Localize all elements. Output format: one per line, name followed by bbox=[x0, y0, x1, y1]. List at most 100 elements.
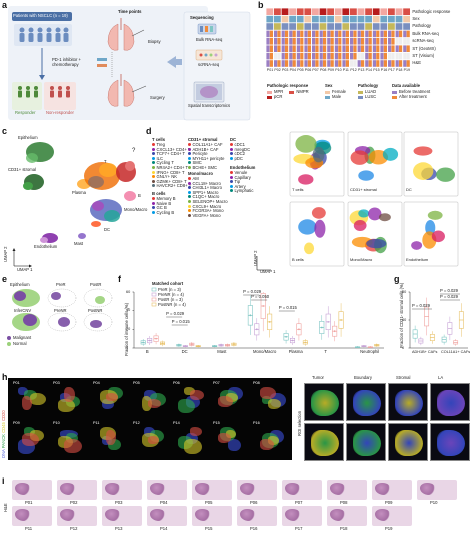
if-tile-label: P01 bbox=[13, 381, 20, 385]
he-tile-label: P12 bbox=[70, 526, 78, 531]
cluster-swatch bbox=[188, 200, 191, 203]
heatmap-col-label: P16 bbox=[380, 68, 388, 73]
he-tile-label: P11 bbox=[25, 526, 33, 531]
heatmap-cell bbox=[368, 52, 372, 60]
heatmap-cell bbox=[274, 23, 281, 30]
d-list-item: NR4A2+ CD4+ T bbox=[152, 165, 188, 171]
f-point bbox=[184, 345, 187, 348]
g-pvalue: P = 0.029 bbox=[412, 303, 430, 308]
cluster-swatch bbox=[152, 170, 155, 174]
d-list-item: CCL18+ Macro bbox=[188, 180, 221, 187]
heatmap-cell bbox=[266, 15, 274, 23]
d-list-item: CHI3L1+ Macro bbox=[188, 185, 222, 191]
heatmap-cell bbox=[350, 60, 354, 67]
heatmap-cell bbox=[383, 45, 387, 52]
if-tile bbox=[132, 420, 170, 456]
heatmap-cell bbox=[327, 52, 331, 60]
heatmap-cell bbox=[383, 30, 387, 38]
f-point bbox=[213, 345, 216, 348]
spatial-slide-icon bbox=[193, 81, 225, 103]
heatmap-cell bbox=[342, 8, 350, 15]
heatmap-cell bbox=[300, 45, 304, 52]
d-list-item: Lymphatic bbox=[230, 188, 254, 194]
f-legend-title: Matched cohort bbox=[152, 281, 184, 286]
if-tissue bbox=[184, 439, 202, 454]
heatmap-cell bbox=[406, 45, 410, 52]
he-tile bbox=[417, 480, 457, 500]
heatmap-cell bbox=[345, 38, 349, 45]
if-tile-label: P12 bbox=[133, 421, 140, 425]
cluster-name: Artery bbox=[234, 183, 246, 189]
heatmap-col-label: P07 bbox=[312, 68, 319, 73]
lung-surgery-icon bbox=[107, 74, 147, 107]
heatmap-col-label: P02 bbox=[274, 68, 281, 73]
if-tile-label: P15 bbox=[213, 421, 220, 425]
heatmap-cell bbox=[388, 38, 392, 45]
heatmap-cell bbox=[266, 23, 274, 30]
roi-region bbox=[437, 430, 465, 456]
he-tile bbox=[327, 480, 367, 500]
heatmap-row-label: ST (GeoMX) bbox=[412, 45, 436, 51]
heatmap-cell bbox=[319, 8, 327, 15]
heatmap-cell bbox=[312, 52, 316, 60]
heatmap-cell bbox=[357, 15, 365, 23]
heatmap-cell bbox=[334, 45, 338, 52]
heatmap-cell bbox=[269, 52, 273, 60]
legend-lusc: LUSC bbox=[365, 94, 377, 100]
cluster-swatch bbox=[188, 209, 191, 213]
heatmap-cell bbox=[274, 45, 278, 52]
roi-region bbox=[353, 430, 381, 456]
cluster-name: Treg bbox=[156, 142, 165, 147]
heatmap-cell bbox=[289, 15, 296, 23]
cluster-name: SPP1+ Macro bbox=[192, 189, 219, 195]
heatmap-cell bbox=[365, 52, 369, 60]
f-category-label: T bbox=[324, 349, 327, 354]
cluster-name: Tip bbox=[234, 179, 241, 185]
bulk-tube-icon bbox=[197, 23, 217, 35]
he-ylabel: H&E bbox=[3, 503, 8, 512]
roi-image bbox=[346, 383, 386, 421]
heatmap-cell bbox=[334, 60, 338, 67]
d-list-item: Artery bbox=[230, 183, 246, 190]
umap-subcluster bbox=[431, 230, 445, 243]
heatmap-cell bbox=[300, 60, 304, 67]
legend-normal: Normal bbox=[13, 341, 27, 346]
cluster-name: CCL18+ Macro bbox=[192, 180, 221, 186]
heatmap-cell bbox=[353, 60, 357, 67]
heatmap-cell bbox=[395, 45, 399, 52]
heatmap-cell bbox=[365, 8, 372, 15]
legend-title-data: Data available bbox=[392, 83, 420, 88]
heatmap-cell bbox=[281, 38, 285, 45]
cluster-name: Venule bbox=[234, 170, 248, 175]
cluster-swatch bbox=[188, 213, 191, 217]
cluster-swatch bbox=[188, 195, 191, 199]
roi-title: Boundary bbox=[354, 375, 372, 380]
f-point bbox=[233, 343, 235, 346]
heatmap-cell bbox=[338, 45, 342, 52]
heatmap-cell bbox=[277, 30, 281, 38]
heatmap-cell bbox=[365, 45, 369, 52]
heatmap-cell bbox=[266, 38, 270, 45]
g-category-label: ADH1B+ CAFs bbox=[412, 350, 438, 354]
if-tile bbox=[252, 380, 290, 416]
panel-label-a: a bbox=[2, 0, 8, 10]
heatmap-cell bbox=[292, 30, 296, 38]
heatmap-cell bbox=[376, 30, 380, 38]
cluster-name: Lymphatic bbox=[234, 188, 254, 194]
d-list-item: cDC2 bbox=[230, 151, 245, 157]
umap-e-postnr bbox=[83, 312, 113, 332]
cluster-name: mregDC bbox=[234, 146, 251, 152]
umap-e-prenr bbox=[47, 312, 77, 332]
heatmap-cell bbox=[403, 38, 407, 45]
f-y-tick-label: 60 bbox=[126, 289, 131, 294]
g-y-tick-label: 0 bbox=[402, 345, 405, 350]
f-legend-swatch bbox=[151, 297, 157, 302]
heatmap-cell bbox=[327, 45, 331, 52]
e-title-epithelium: Epithelium bbox=[10, 282, 30, 287]
heatmap-cell bbox=[334, 23, 342, 30]
heatmap-cell bbox=[345, 30, 349, 38]
heatmap-cell bbox=[357, 38, 361, 45]
